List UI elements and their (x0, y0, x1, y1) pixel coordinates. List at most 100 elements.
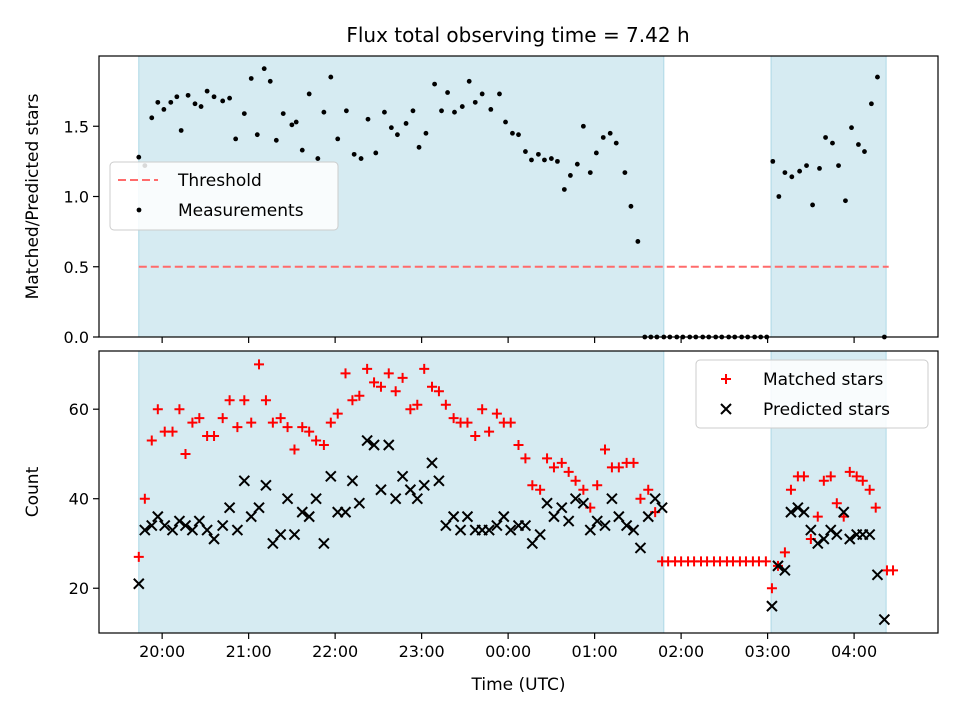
y-tick-label: 0.5 (64, 258, 89, 277)
predicted-star-marker (613, 510, 625, 523)
measurement-point (168, 99, 174, 105)
measurement-point (607, 130, 613, 136)
matched-star-marker (520, 453, 531, 464)
matched-star-marker (297, 422, 308, 433)
predicted-star-marker (368, 439, 380, 451)
predicted-star-marker (383, 439, 395, 451)
predicted-star-marker (296, 506, 308, 518)
legend-box (109, 161, 339, 231)
predicted-star-marker (831, 528, 843, 541)
predicted-star-marker (433, 475, 445, 487)
predicted-star-marker (303, 510, 315, 523)
matched-star-marker (628, 457, 639, 468)
predicted-star-marker (825, 524, 837, 536)
y-tick-label: 60 (69, 400, 89, 419)
matched-star-marker (548, 462, 559, 473)
matched-star-marker (254, 359, 265, 370)
measurement-point (321, 109, 327, 115)
predicted-star-marker (798, 506, 810, 518)
measurement-point (836, 163, 841, 168)
predicted-star-marker (267, 537, 279, 550)
matched-star-marker (812, 511, 823, 522)
measurement-point (503, 119, 508, 125)
matched-star-marker (146, 435, 157, 446)
predicted-star-marker (620, 519, 633, 532)
matched-star-marker (766, 583, 777, 594)
predicted-star-marker (201, 524, 213, 536)
x-tick-label: 02:00 (658, 642, 704, 661)
bottom-subplot: 20 40 60 20:00 21:00 22:00 23:00 00:00 01:00 02:0… (23, 350, 939, 695)
measurement-point (770, 158, 776, 164)
predicted-star-marker (353, 497, 366, 509)
predicted-star-marker (411, 493, 424, 505)
predicted-star-marker (766, 600, 778, 612)
measurement-point (227, 95, 233, 101)
measurement-point (548, 156, 554, 161)
predicted-star-marker (426, 457, 438, 469)
matched-star-marker (592, 480, 603, 491)
legend-measurement-label: Measurements (178, 201, 304, 221)
matched-star-marker (180, 448, 191, 459)
predicted-star-marker (548, 510, 560, 523)
matched-star-marker (354, 390, 365, 401)
y-tick-label: 20 (69, 579, 89, 598)
y-tick-label: 1.5 (64, 117, 89, 136)
predicted-star-marker (627, 524, 640, 536)
matched-star-marker (369, 377, 380, 388)
measurement-point (622, 170, 628, 176)
measurement-point (497, 91, 502, 97)
measurement-point (516, 132, 521, 138)
predicted-star-marker (146, 519, 158, 532)
measurement-point (280, 111, 286, 117)
predicted-star-marker (133, 578, 145, 590)
measurement-point (395, 132, 400, 138)
measurement-point (789, 174, 795, 180)
matched-star-marker (405, 404, 416, 415)
predicted-star-marker (461, 510, 474, 523)
legend-top: Threshold Measurements (109, 161, 339, 231)
predicted-star-marker (274, 528, 287, 541)
predicted-star-marker (483, 524, 495, 536)
predicted-star-marker (642, 510, 654, 523)
matched-star-marker (282, 422, 293, 433)
predicted-star-marker (361, 434, 373, 447)
matched-star-marker (383, 368, 394, 379)
measurement-point (211, 94, 217, 100)
predicted-star-marker (389, 493, 402, 505)
matched-star-marker (556, 457, 567, 468)
measurement-point (254, 132, 260, 138)
x-tick-label: 21:00 (226, 642, 272, 661)
measurement-point (233, 136, 239, 142)
measurement-point (535, 151, 541, 157)
measurement-point (136, 154, 142, 160)
predicted-star-marker (498, 510, 510, 523)
predicted-star-marker (599, 519, 611, 532)
matched-star-marker (340, 368, 351, 379)
y-tick-label: 1.0 (64, 188, 89, 207)
predicted-star-marker (584, 524, 596, 536)
matched-star-marker (289, 444, 300, 455)
matched-star-marker (209, 431, 220, 442)
x-tick-label: 01:00 (572, 642, 618, 661)
measurement-point (382, 109, 387, 115)
predicted-star-marker (139, 524, 151, 536)
predicted-star-marker (491, 519, 503, 532)
predicted-star-marker (281, 493, 294, 505)
measurement-point (849, 125, 854, 131)
measurement-point (479, 91, 485, 97)
predicted-star-marker (649, 493, 661, 505)
predicted-star-marker (818, 533, 830, 545)
x-tick-label: 22:00 (312, 642, 358, 661)
predicted-star-marker (253, 501, 265, 514)
predicted-star-marker (606, 493, 618, 505)
x-tick-label: 00:00 (485, 642, 531, 661)
measurement-point (561, 187, 567, 192)
predicted-star-marker (541, 497, 553, 509)
measurement-point (843, 198, 848, 204)
predicted-star-marker (785, 506, 797, 518)
matched-star-marker (527, 480, 538, 491)
matched-star-marker (133, 551, 144, 562)
matched-star-marker (267, 417, 278, 428)
predicted-star-marker (591, 515, 603, 527)
axes-frame (98, 350, 939, 634)
